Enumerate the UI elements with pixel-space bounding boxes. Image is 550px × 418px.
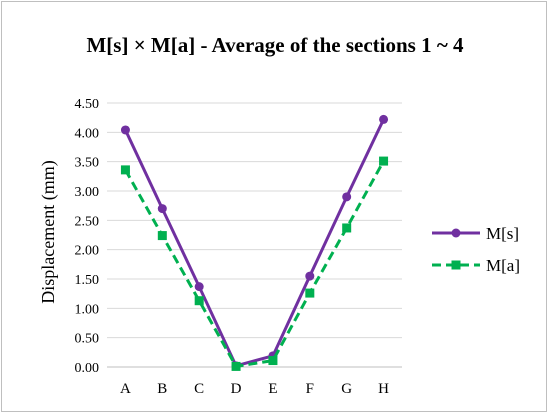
y-tick-label: 3.50 <box>75 156 100 171</box>
x-tick-label: G <box>341 381 352 397</box>
chart-title: M[s] × M[a] - Average of the sections 1 … <box>86 33 464 57</box>
data-point-m-s <box>342 192 352 202</box>
y-tick-label: 4.00 <box>75 126 100 141</box>
legend: M[s] M[a] <box>432 224 520 275</box>
data-point-m-a <box>268 356 278 366</box>
data-point-m-s <box>305 271 315 281</box>
x-tick-label: F <box>306 381 314 397</box>
x-tick-label: E <box>268 381 277 397</box>
y-tick-label: 1.00 <box>75 302 100 317</box>
data-point-m-a <box>157 231 167 241</box>
y-tick-label: 4.50 <box>75 97 100 112</box>
data-point-m-s <box>120 125 130 135</box>
data-point-m-s <box>157 204 167 214</box>
data-point-m-a <box>305 288 315 298</box>
legend-label-m-a: M[a] <box>486 256 520 275</box>
y-tick-label: 1.50 <box>75 273 100 288</box>
chart-frame: M[s] × M[a] - Average of the sections 1 … <box>1 1 547 412</box>
y-tick-label: 2.50 <box>75 214 100 229</box>
data-point-m-a <box>231 361 241 371</box>
legend-marker-m-s <box>451 228 461 238</box>
gridlines <box>107 102 402 368</box>
series-line-m-s <box>124 118 385 368</box>
line-chart: M[s] × M[a] - Average of the sections 1 … <box>38 33 520 397</box>
legend-marker-m-a <box>451 260 461 270</box>
series-line-m-a <box>124 160 385 368</box>
x-tick-label: C <box>194 381 204 397</box>
data-point-m-a <box>342 223 352 233</box>
y-tick-labels: 0.00 0.50 1.00 1.50 2.00 2.50 3.00 3.50 4.00 4.50 <box>75 97 100 376</box>
y-tick-label: 0.50 <box>75 332 100 347</box>
x-tick-label: H <box>378 381 389 397</box>
data-point-m-s <box>379 114 389 124</box>
y-tick-label: 2.00 <box>75 244 100 259</box>
data-point-m-s <box>194 282 204 292</box>
x-tick-label: B <box>157 381 167 397</box>
x-tick-label: D <box>231 381 242 397</box>
y-axis-label: Displacement (mm) <box>38 160 59 303</box>
x-tick-label: A <box>120 381 131 397</box>
y-tick-label: 3.00 <box>75 185 100 200</box>
x-tick-labels: A B C D E F G H <box>120 381 389 397</box>
data-point-m-a <box>379 156 389 166</box>
legend-label-m-s: M[s] <box>486 224 519 243</box>
data-point-m-a <box>194 296 204 306</box>
series-layer <box>120 114 389 371</box>
data-point-m-a <box>120 165 130 175</box>
y-tick-label: 0.00 <box>75 361 100 376</box>
